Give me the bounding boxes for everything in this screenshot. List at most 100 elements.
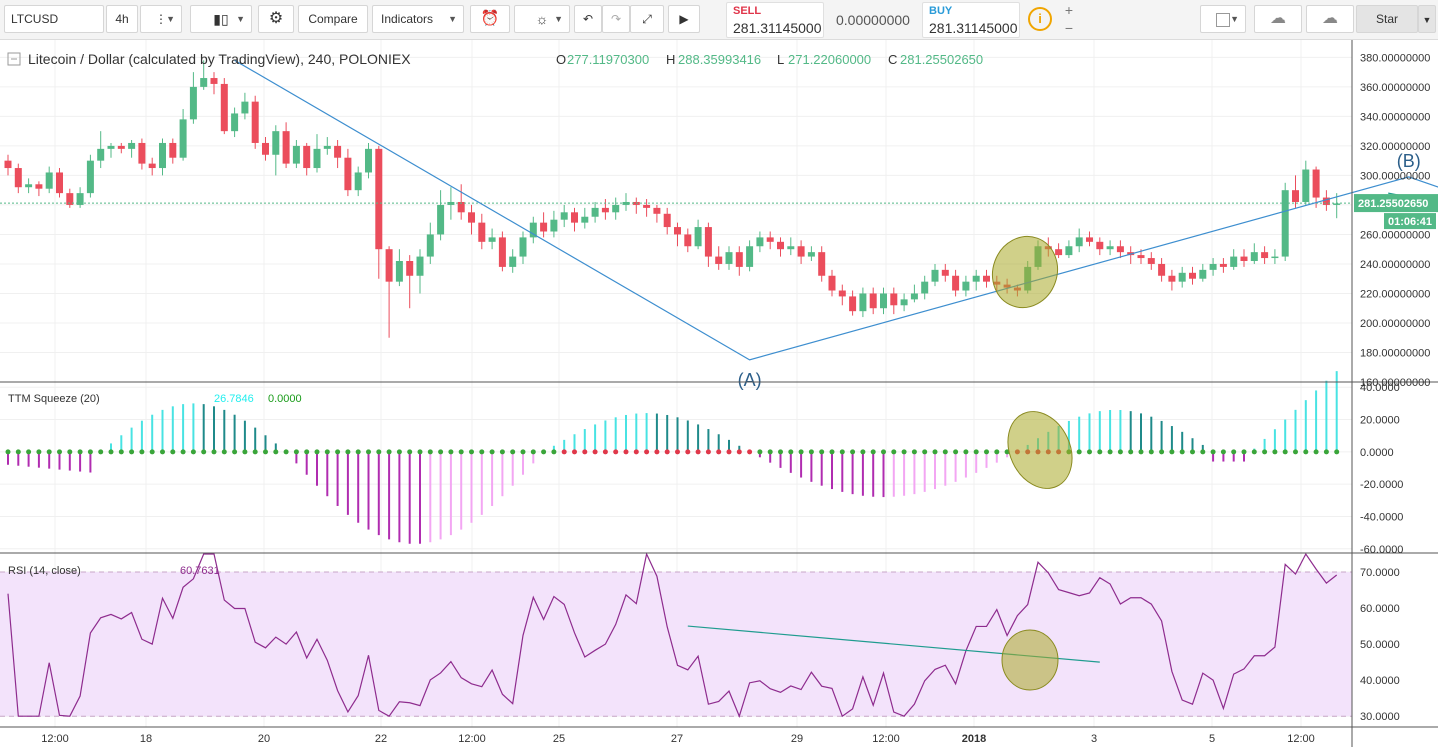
candle <box>807 252 815 257</box>
rsi-tick-label: 60.0000 <box>1360 603 1400 615</box>
open-value: 277.11970300 <box>567 52 649 67</box>
squeeze-dot <box>592 449 598 455</box>
star-button[interactable]: Star <box>1356 5 1418 33</box>
redo-button[interactable]: ↷ <box>602 5 630 33</box>
indicators-button[interactable]: Indicators ▼ <box>372 5 464 33</box>
settings-button[interactable]: ⚙ <box>258 5 294 33</box>
candle <box>1271 256 1279 259</box>
layout-button[interactable]: ▼ <box>1200 5 1246 33</box>
rsi-value: 60.7631 <box>180 565 220 577</box>
squeeze-dot <box>1241 449 1247 455</box>
candle <box>385 249 393 282</box>
candle <box>674 227 681 235</box>
collapse-icon[interactable] <box>7 52 21 66</box>
squeeze-dot <box>633 449 639 455</box>
alert-icon: ⏰ <box>480 10 500 27</box>
squeeze-dot <box>602 449 608 455</box>
candle <box>509 256 517 267</box>
squeeze-dot <box>881 449 886 455</box>
ttm-tick-label: -20.0000 <box>1360 479 1403 491</box>
buy-label: BUY <box>929 5 953 17</box>
candle <box>694 227 702 247</box>
candle <box>375 148 383 250</box>
ttm-title: TTM Squeeze (20) <box>8 393 100 405</box>
sell-button[interactable]: SELL 281.31145000 <box>726 2 824 38</box>
candle <box>849 296 857 312</box>
candle <box>220 83 228 132</box>
cloud-down-icon: ☁ <box>1270 10 1286 27</box>
squeeze-dot <box>87 449 93 455</box>
squeeze-dot <box>757 449 763 455</box>
candle <box>138 142 146 164</box>
plus-icon[interactable]: + <box>1064 2 1074 18</box>
chart-style-button[interactable]: ▮▯ ▼ <box>190 5 252 33</box>
candle <box>756 237 764 247</box>
info-icon[interactable]: i <box>1028 7 1052 31</box>
symbol-search[interactable]: LTCUSD <box>4 5 104 33</box>
price-tick-label: 240.00000000 <box>1360 259 1430 271</box>
squeeze-dot <box>932 449 938 455</box>
high-value: 288.35993416 <box>678 52 761 67</box>
squeeze-dot <box>963 449 969 455</box>
squeeze-dot <box>499 449 505 455</box>
interval-button[interactable]: 4h <box>106 5 138 33</box>
replay-button[interactable]: ▶ <box>668 5 700 33</box>
x-tick-label: 12:00 <box>458 733 486 745</box>
sell-label: SELL <box>733 5 762 17</box>
squeeze-dot <box>5 449 11 455</box>
star-dropdown[interactable]: ▼ <box>1418 5 1436 33</box>
candle <box>715 256 723 264</box>
ideas-button[interactable]: ☼ ▼ <box>514 5 570 33</box>
fullscreen-button[interactable]: ⤢ <box>630 5 664 33</box>
squeeze-dot <box>170 449 176 455</box>
minus-icon[interactable]: − <box>1064 20 1074 36</box>
alert-button[interactable]: ⏰ <box>470 5 510 33</box>
squeeze-dot <box>911 449 917 455</box>
squeeze-dot <box>530 449 536 455</box>
squeeze-dot <box>232 449 238 455</box>
candle <box>56 172 63 194</box>
candle <box>4 160 12 169</box>
bulb-icon: ☼ <box>535 11 549 27</box>
candle <box>447 201 455 205</box>
squeeze-dot <box>242 449 248 455</box>
candle <box>200 78 208 87</box>
close-label: C <box>888 52 897 67</box>
ttm-tick-label: -60.0000 <box>1360 544 1403 556</box>
squeeze-dot <box>695 449 701 455</box>
candle <box>76 193 84 205</box>
squeeze-dot <box>293 449 299 455</box>
candle <box>1106 246 1114 250</box>
candle <box>1137 255 1145 259</box>
candle <box>735 252 743 267</box>
squeeze-dot <box>366 449 371 455</box>
x-tick-label: 22 <box>375 733 387 745</box>
squeeze-dot <box>273 449 279 455</box>
candle <box>66 193 74 205</box>
candles-icon: ▮▯ <box>213 11 229 27</box>
open-label: O <box>556 52 566 67</box>
squeeze-dot <box>520 449 526 455</box>
undo-button[interactable]: ↶ <box>574 5 602 33</box>
buy-button[interactable]: BUY 281.31145000 <box>922 2 1020 38</box>
squeeze-dot <box>77 449 83 455</box>
candle <box>437 204 445 235</box>
squeeze-dot <box>46 449 52 455</box>
squeeze-dot <box>839 449 845 455</box>
squeeze-dot <box>324 449 330 455</box>
save-button[interactable]: ☁ <box>1306 5 1354 33</box>
fullscreen-icon: ⤢ <box>642 12 652 26</box>
chart-area[interactable]: (A)(B)(C) 12:0018202212:0025272912:00201… <box>0 40 1438 747</box>
star-label: Star <box>1375 12 1398 26</box>
interval-more-button[interactable]: ⋮ ▼ <box>140 5 182 33</box>
candle <box>117 145 125 149</box>
squeeze-dot <box>726 449 732 455</box>
squeeze-dot <box>716 449 722 455</box>
candle <box>1322 197 1330 205</box>
candle <box>1292 190 1299 202</box>
candle <box>1189 272 1196 279</box>
squeeze-dot <box>448 449 454 455</box>
load-button[interactable]: ☁ <box>1254 5 1302 33</box>
squeeze-dot <box>252 449 258 455</box>
compare-button[interactable]: Compare <box>298 5 368 33</box>
